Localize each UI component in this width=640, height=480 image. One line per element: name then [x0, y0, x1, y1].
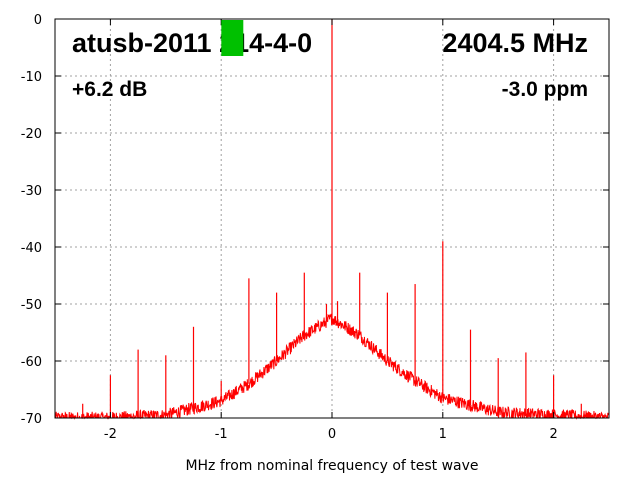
- x-axis-label: MHz from nominal frequency of test wave: [185, 458, 478, 474]
- status-marker: [221, 20, 244, 56]
- y-tick-label: 0: [34, 13, 42, 28]
- x-tick-label: 2: [549, 427, 557, 442]
- x-tick-label: 1: [439, 427, 447, 442]
- y-tick-label: -30: [21, 184, 42, 199]
- x-tick-labels: -2 -1 0 1 2: [104, 427, 558, 442]
- y-tick-label: -50: [21, 298, 42, 313]
- offset-label: -3.0 ppm: [502, 78, 588, 101]
- device-id-label: atusb-2011 214-4-0: [72, 28, 312, 58]
- frequency-label: 2404.5 MHz: [442, 28, 588, 58]
- spectrum-series: [54, 19, 610, 420]
- tick-marks: [55, 18, 609, 419]
- x-tick-label: -1: [215, 427, 228, 442]
- y-tick-label: -70: [21, 412, 42, 427]
- y-tick-label: -10: [21, 70, 42, 85]
- noise-trace: [54, 313, 610, 420]
- x-tick-label: 0: [328, 427, 336, 442]
- y-tick-label: -20: [21, 127, 42, 142]
- y-tick-label: -40: [21, 241, 42, 256]
- y-tick-labels: 0 -10 -20 -30 -40 -50 -60 -70: [21, 13, 42, 427]
- x-tick-label: -2: [104, 427, 117, 442]
- y-tick-label: -60: [21, 355, 42, 370]
- gain-label: +6.2 dB: [72, 78, 147, 101]
